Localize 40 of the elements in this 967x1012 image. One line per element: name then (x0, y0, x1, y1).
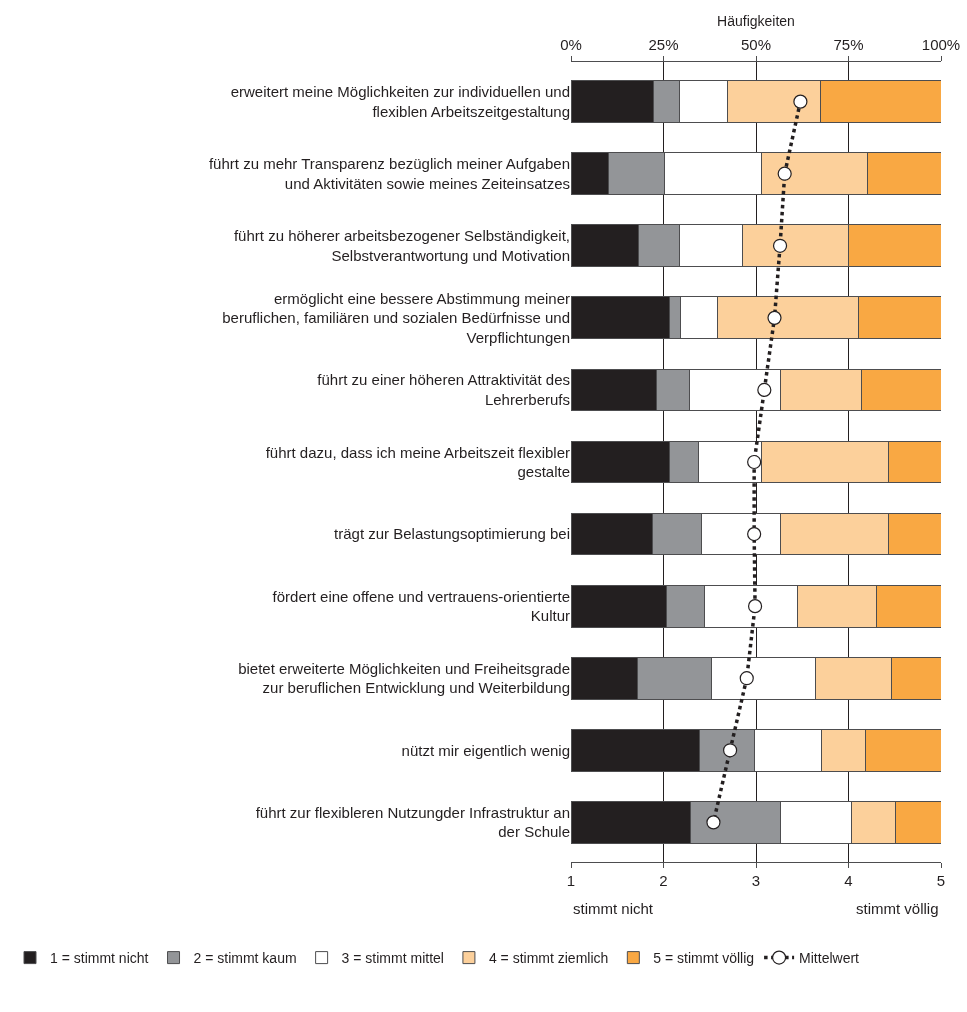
text: stimmt völlig (856, 900, 939, 917)
point (757, 382, 772, 398)
x-tick-label: 100% (921, 36, 961, 53)
point (747, 526, 762, 542)
point (747, 454, 762, 470)
y-tick-label: bietet erweiterte Möglichkeiten und Freiheitsgrade zur beruflichen Entwicklung und Weiterbildung (238, 659, 570, 697)
x-tick-label: 0% (560, 36, 582, 53)
legend-label: 3 = stimmt mittel (341, 950, 444, 967)
y-tick-label: führt zu mehr Transparenz bezüglich meiner Aufgaben und Aktivitäten sowie meines Zeiteinsatzes (208, 155, 570, 192)
y-tick-label: erweitert meine Möglichkeiten zur individuellen und flexiblen Arbeitszeitgestaltung (230, 83, 570, 120)
y-tick-label: nützt mir eigentlich wenig (401, 741, 570, 759)
text: stimmt nicht (573, 900, 654, 917)
x2-tick-label: 5 (936, 872, 946, 889)
x-tick-label: 75% (833, 36, 864, 53)
legend-label: 5 = stimmt völlig (653, 950, 755, 967)
x2-tick-label: 3 (751, 872, 761, 889)
y-tick-label: führt zu einer höheren Attraktivität des Lehrerberufs (317, 371, 570, 408)
y-tick-label: fördert eine offene und vertrauens-orientierte Kultur (272, 587, 570, 625)
x-axis-title: Häufigkeiten (717, 12, 795, 29)
point (747, 599, 763, 614)
legend-label: Mittelwert (799, 950, 860, 967)
x2-tick-label: 1 (566, 872, 576, 889)
point (777, 166, 792, 181)
y-tick-label: trägt zur Belastungsoptimierung bei (334, 525, 570, 543)
x-tick-label: 50% (740, 36, 772, 53)
x2-tick-label: 4 (844, 872, 853, 889)
y-tick-label: ermöglicht eine bessere Abstimmung meiner beruflichen, familiären und sozialen Bedürfnisse und Verpflichtungen (222, 289, 570, 346)
legend-label: 1 = stimmt nicht (50, 950, 149, 967)
legend-label: 4 = stimmt ziemlich (488, 950, 609, 967)
y-tick-label: führt dazu, dass ich meine Arbeitszeit flexibler gestalte (265, 443, 570, 480)
point (793, 94, 808, 109)
x-tick-label: 25% (648, 36, 679, 53)
point (772, 238, 788, 253)
y-tick-label: führt zu höherer arbeitsbezogener Selbständigkeit, Selbstverantwortung und Motivation (233, 227, 570, 264)
point (739, 671, 754, 686)
x2-tick-label: 2 (659, 872, 668, 889)
legend-label: 2 = stimmt kaum (193, 950, 297, 967)
point (706, 815, 721, 830)
y-tick-label: führt zur flexibleren Nutzungder Infrastruktur an der Schule (255, 803, 570, 841)
point (767, 310, 782, 325)
